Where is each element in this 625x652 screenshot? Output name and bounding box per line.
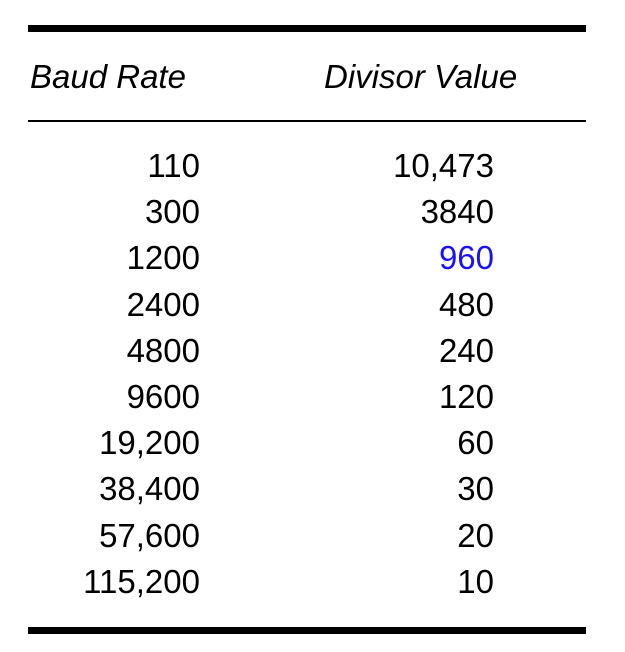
table-bottom-rule xyxy=(28,627,586,634)
divisor-value-cell: 960 xyxy=(438,239,494,277)
baud-rate-cell: 4800 xyxy=(126,331,200,369)
table-top-rule xyxy=(28,25,586,32)
baud-rate-cell: 110 xyxy=(147,147,200,184)
baud-rate-cell: 2400 xyxy=(126,285,200,323)
baud-rate-cell: 115,200 xyxy=(83,562,200,600)
table-body: 110 10,473 300 3840 1200 960 2400 480 48… xyxy=(0,143,625,605)
table-row: 19,200 60 xyxy=(0,420,625,466)
baud-rate-cell: 57,600 xyxy=(99,516,200,554)
baud-rate-cell: 300 xyxy=(144,193,200,231)
table-row: 1200 960 xyxy=(0,235,625,281)
divisor-value-cell: 3840 xyxy=(420,193,494,231)
divisor-value-cell: 20 xyxy=(457,516,494,554)
column-header-baud-rate: Baud Rate xyxy=(30,58,186,95)
table-row: 300 3840 xyxy=(0,189,625,235)
baud-rate-cell: 38,400 xyxy=(99,470,200,508)
baud-rate-cell: 1200 xyxy=(126,239,200,277)
table-row: 4800 240 xyxy=(0,328,625,374)
divisor-value-cell: 30 xyxy=(457,470,494,508)
baud-rate-cell: 19,200 xyxy=(99,424,200,462)
divisor-value-cell: 120 xyxy=(438,377,494,415)
divisor-value-cell: 240 xyxy=(438,331,494,369)
table-row: 38,400 30 xyxy=(0,466,625,512)
table-row: 110 10,473 xyxy=(0,143,625,189)
divisor-value-cell: 10,473 xyxy=(393,147,494,184)
column-header-divisor-value: Divisor Value xyxy=(324,58,518,95)
baud-rate-cell: 9600 xyxy=(126,377,200,415)
divisor-value-cell: 60 xyxy=(457,424,494,462)
divisor-value-cell: 480 xyxy=(438,285,494,323)
table-row: 9600 120 xyxy=(0,374,625,420)
table-row: 57,600 20 xyxy=(0,513,625,559)
header-divider-rule xyxy=(28,120,586,122)
divisor-value-cell: 10 xyxy=(457,562,494,600)
table-row: 115,200 10 xyxy=(0,559,625,605)
table-row: 2400 480 xyxy=(0,282,625,328)
